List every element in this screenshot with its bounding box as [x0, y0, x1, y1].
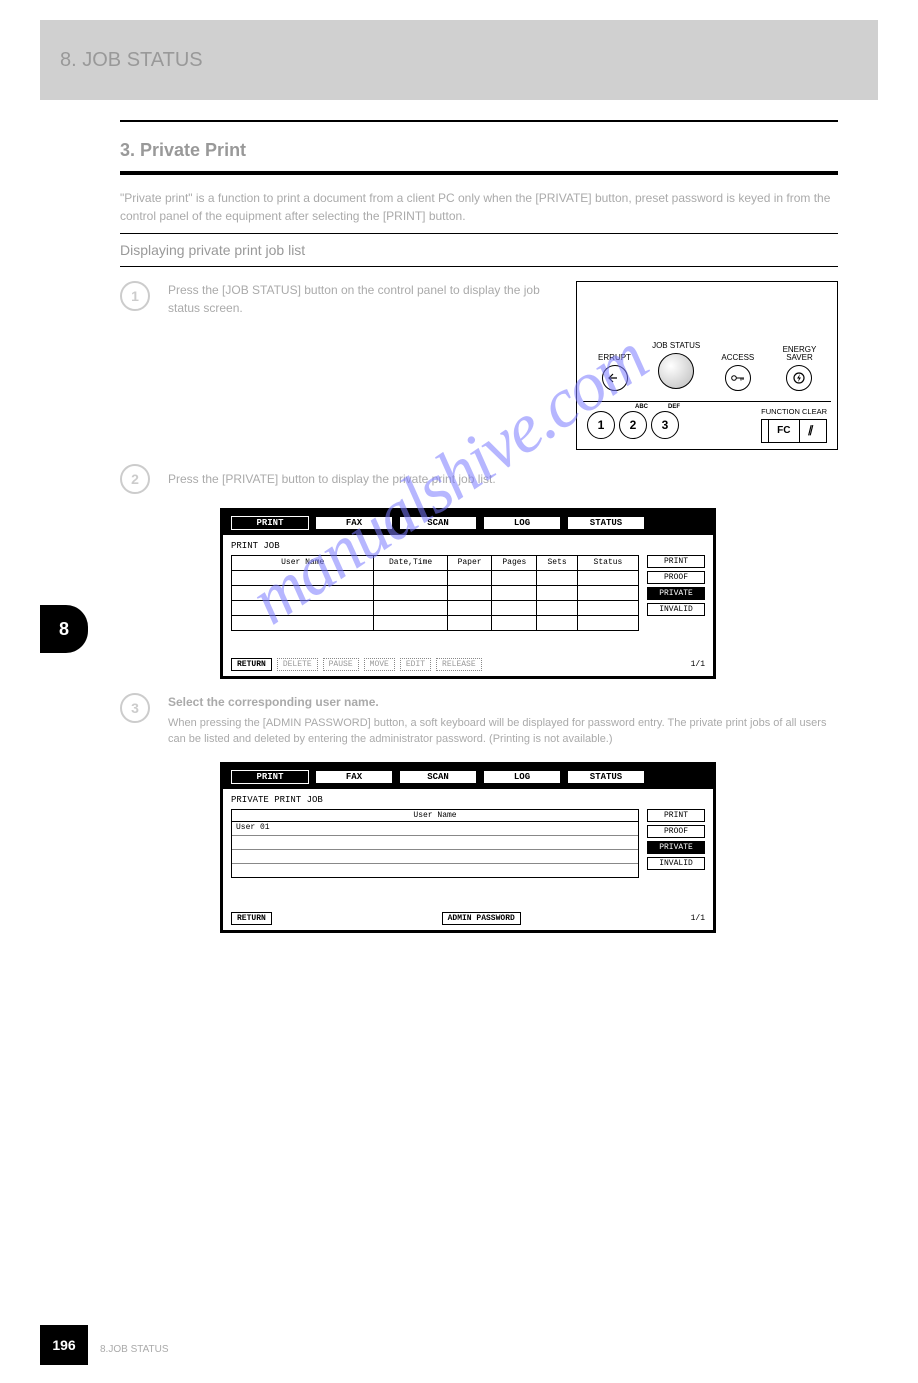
tab-print[interactable]: PRINT	[231, 770, 309, 784]
user-header: User Name	[232, 810, 638, 822]
step-text: Press the [PRIVATE] button to display th…	[168, 470, 838, 488]
screenshot-private-job: PRINT FAX SCAN LOG STATUS PRIVATE PRINT …	[220, 762, 716, 933]
num-2-button[interactable]: 2ABC	[619, 411, 647, 439]
return-button[interactable]: RETURN	[231, 912, 272, 925]
sub-heading: Displaying private print job list	[120, 242, 838, 258]
job-status-group: JOB STATUS	[649, 342, 704, 391]
screen-tabs: PRINT FAX SCAN LOG STATUS	[223, 765, 713, 789]
job-status-label: JOB STATUS	[649, 342, 704, 350]
footer-text: 8.JOB STATUS	[100, 1344, 169, 1355]
side-private-button[interactable]: PRIVATE	[647, 841, 705, 854]
side-invalid-button[interactable]: INVALID	[647, 857, 705, 870]
col-paper: Paper	[447, 555, 492, 570]
side-invalid-button[interactable]: INVALID	[647, 603, 705, 616]
move-button[interactable]: MOVE	[364, 658, 395, 671]
tab-status[interactable]: STATUS	[567, 770, 645, 784]
page-header: 8. JOB STATUS	[40, 20, 878, 100]
step-number: 3	[120, 693, 150, 723]
access-group: ACCESS	[710, 354, 765, 391]
tab-log[interactable]: LOG	[483, 770, 561, 784]
col-status: Status	[577, 555, 638, 570]
interrupt-button[interactable]	[602, 365, 628, 391]
step-text: Press the [JOB STATUS] button on the con…	[168, 281, 558, 317]
screen-subtitle: PRINT JOB	[231, 541, 705, 551]
section-title: 3. Private Print	[120, 140, 838, 161]
admin-password-button[interactable]: ADMIN PASSWORD	[442, 912, 521, 925]
control-panel-illustration: ERRUPT JOB STATUS ACCESS ENERGY SAV	[576, 281, 838, 450]
tab-log[interactable]: LOG	[483, 516, 561, 530]
header-title: 8. JOB STATUS	[60, 49, 203, 72]
tab-status[interactable]: STATUS	[567, 516, 645, 530]
rule-1	[120, 233, 838, 234]
tab-scan[interactable]: SCAN	[399, 770, 477, 784]
page-number: 196	[40, 1325, 88, 1365]
tab-scan[interactable]: SCAN	[399, 516, 477, 530]
page-indicator: 1/1	[691, 914, 705, 923]
job-table: User Name Date,Time Paper Pages Sets Sta…	[231, 555, 639, 631]
user-row-empty	[232, 864, 638, 877]
interrupt-group: ERRUPT	[587, 354, 642, 391]
step-text: Select the corresponding user name. When…	[168, 693, 838, 748]
function-clear-button[interactable]: FC ∥	[761, 419, 827, 443]
rule-top	[120, 120, 838, 122]
user-row-empty	[232, 836, 638, 850]
number-buttons: 1 2ABC 3DEF	[587, 411, 679, 439]
tab-fax[interactable]: FAX	[315, 770, 393, 784]
edit-button[interactable]: EDIT	[400, 658, 431, 671]
step-number: 2	[120, 464, 150, 494]
rule-section	[120, 171, 838, 175]
interrupt-label: ERRUPT	[587, 354, 642, 362]
screenshot-print-job: PRINT FAX SCAN LOG STATUS PRINT JOB User…	[220, 508, 716, 679]
rule-2	[120, 266, 838, 267]
step-3: 3 Select the corresponding user name. Wh…	[120, 693, 838, 748]
job-status-button[interactable]	[658, 353, 694, 389]
energy-saver-group: ENERGY SAVER	[772, 346, 827, 391]
energy-saver-button[interactable]	[786, 365, 812, 391]
side-proof-button[interactable]: PROOF	[647, 571, 705, 584]
user-table: User Name User 01	[231, 809, 639, 878]
function-clear-label: FUNCTION CLEAR	[761, 408, 827, 416]
col-sets: Sets	[537, 555, 578, 570]
screen-tabs: PRINT FAX SCAN LOG STATUS	[223, 511, 713, 535]
delete-button[interactable]: DELETE	[277, 658, 318, 671]
user-row-empty	[232, 850, 638, 864]
user-row[interactable]: User 01	[232, 822, 638, 836]
access-button[interactable]	[725, 365, 751, 391]
intro-text: "Private print" is a function to print a…	[120, 189, 838, 225]
side-private-button[interactable]: PRIVATE	[647, 587, 705, 600]
side-print-button[interactable]: PRINT	[647, 555, 705, 568]
page-indicator: 1/1	[691, 660, 705, 669]
chapter-tab: 8	[40, 605, 88, 653]
num-1-button[interactable]: 1	[587, 411, 615, 439]
side-print-button[interactable]: PRINT	[647, 809, 705, 822]
step-number: 1	[120, 281, 150, 311]
col-datetime: Date,Time	[374, 555, 447, 570]
screen-subtitle: PRIVATE PRINT JOB	[231, 795, 705, 805]
function-clear-group: FUNCTION CLEAR FC ∥	[761, 408, 827, 443]
step-1: 1 Press the [JOB STATUS] button on the c…	[120, 281, 838, 450]
col-username: User Name	[232, 555, 374, 570]
access-label: ACCESS	[710, 354, 765, 362]
col-pages: Pages	[492, 555, 537, 570]
tab-print[interactable]: PRINT	[231, 516, 309, 530]
return-button[interactable]: RETURN	[231, 658, 272, 671]
step-2: 2 Press the [PRIVATE] button to display …	[120, 464, 838, 494]
side-proof-button[interactable]: PROOF	[647, 825, 705, 838]
release-button[interactable]: RELEASE	[436, 658, 482, 671]
energy-saver-label: ENERGY SAVER	[772, 346, 827, 362]
pause-button[interactable]: PAUSE	[323, 658, 359, 671]
tab-fax[interactable]: FAX	[315, 516, 393, 530]
num-3-button[interactable]: 3DEF	[651, 411, 679, 439]
